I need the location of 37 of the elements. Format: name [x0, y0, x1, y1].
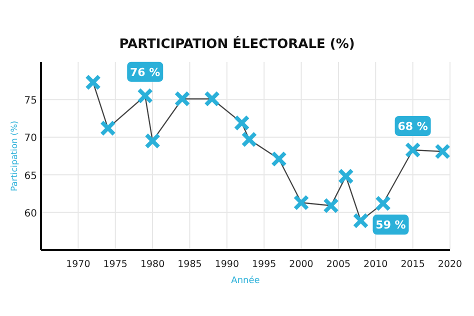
x-axis-title: Année	[231, 275, 260, 286]
annotation: 68 %	[398, 120, 428, 133]
y-tick-label: 70	[24, 133, 37, 144]
point	[174, 90, 190, 107]
x-tick-label: 2005	[326, 259, 351, 270]
point	[270, 151, 287, 168]
x-tick-label: 1980	[140, 259, 165, 270]
point	[404, 142, 421, 158]
point	[352, 212, 369, 229]
annotation: 76 %	[130, 66, 160, 79]
point	[144, 132, 161, 149]
point	[100, 120, 116, 136]
x-tick-label: 2010	[364, 259, 388, 270]
x-tick-label: 1985	[178, 259, 202, 270]
point	[137, 88, 154, 104]
point	[338, 168, 354, 184]
point	[204, 90, 220, 107]
x-tick-label: 1990	[214, 259, 240, 270]
point	[375, 195, 392, 212]
x-tick-label: 2000	[289, 259, 314, 270]
chart-title: PARTICIPATION ÉLECTORALE (%)	[119, 35, 355, 52]
x-tick-label: 1975	[103, 259, 128, 270]
point	[293, 194, 310, 211]
annotation: 59 %	[376, 218, 406, 232]
y-axis-title: Participation (%)	[10, 120, 20, 192]
point	[323, 198, 340, 214]
x-tick-label: 1970	[66, 259, 90, 270]
y-tick-label: 65	[24, 170, 37, 182]
x-tick-label: 2020	[438, 259, 462, 270]
y-tick-label: 60	[24, 208, 37, 220]
point	[434, 143, 451, 160]
x-tick-label: 1995	[252, 259, 276, 270]
point	[85, 74, 102, 90]
x-tick-label: 2015	[400, 259, 425, 270]
y-tick-label: 75	[24, 96, 37, 107]
point	[241, 131, 258, 148]
point	[234, 114, 250, 131]
